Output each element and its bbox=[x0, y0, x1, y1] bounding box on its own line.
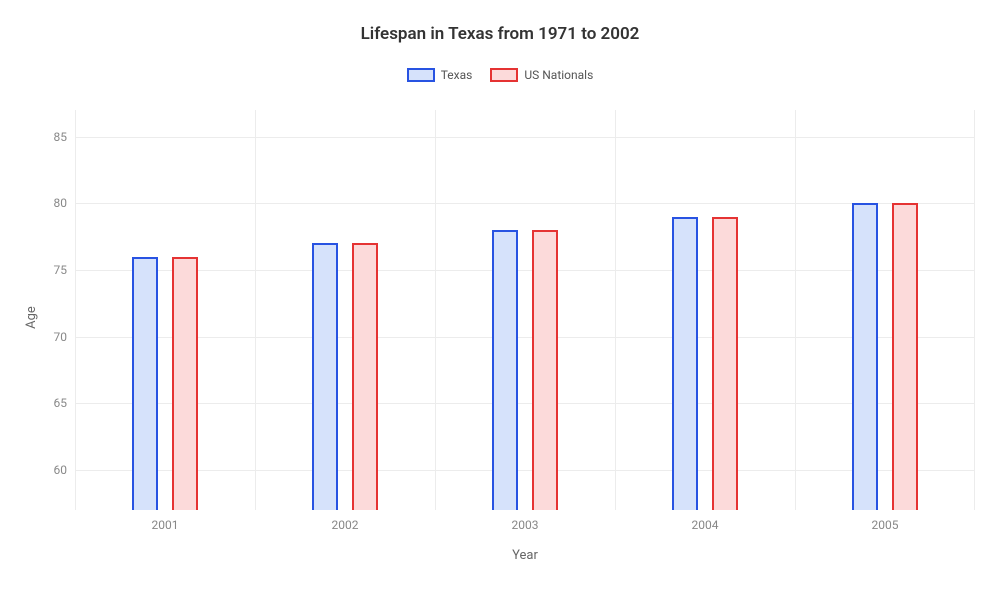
legend: Texas US Nationals bbox=[0, 68, 1000, 82]
y-tick-label: 85 bbox=[54, 130, 68, 144]
legend-label-us: US Nationals bbox=[524, 68, 593, 82]
legend-swatch-texas bbox=[407, 68, 435, 82]
v-gridline bbox=[974, 110, 975, 510]
y-tick-label: 60 bbox=[54, 463, 68, 477]
x-tick-label: 2005 bbox=[872, 518, 899, 532]
y-tick-label: 80 bbox=[54, 196, 68, 210]
v-gridline bbox=[255, 110, 256, 510]
bar bbox=[312, 243, 338, 510]
x-tick-label: 2001 bbox=[152, 518, 179, 532]
h-gridline bbox=[75, 270, 975, 271]
h-gridline bbox=[75, 470, 975, 471]
legend-swatch-us bbox=[490, 68, 518, 82]
x-tick-label: 2003 bbox=[512, 518, 539, 532]
x-tick-label: 2002 bbox=[332, 518, 359, 532]
v-gridline bbox=[435, 110, 436, 510]
chart-title: Lifespan in Texas from 1971 to 2002 bbox=[0, 24, 1000, 44]
legend-item-us: US Nationals bbox=[490, 68, 593, 82]
h-gridline bbox=[75, 403, 975, 404]
bar bbox=[892, 203, 918, 510]
y-tick-label: 70 bbox=[54, 330, 68, 344]
bar bbox=[672, 217, 698, 510]
h-gridline bbox=[75, 203, 975, 204]
x-tick-label: 2004 bbox=[692, 518, 719, 532]
v-gridline bbox=[75, 110, 76, 510]
bar bbox=[852, 203, 878, 510]
h-gridline bbox=[75, 337, 975, 338]
legend-label-texas: Texas bbox=[441, 68, 473, 82]
bar bbox=[492, 230, 518, 510]
bar bbox=[532, 230, 558, 510]
bar bbox=[712, 217, 738, 510]
h-gridline bbox=[75, 137, 975, 138]
v-gridline bbox=[615, 110, 616, 510]
y-axis-label: Age bbox=[24, 306, 39, 329]
legend-item-texas: Texas bbox=[407, 68, 473, 82]
bar bbox=[352, 243, 378, 510]
bar bbox=[132, 257, 158, 510]
v-gridline bbox=[795, 110, 796, 510]
bar bbox=[172, 257, 198, 510]
x-axis-label: Year bbox=[512, 548, 538, 563]
plot-area: 60657075808520012002200320042005 bbox=[75, 110, 975, 510]
y-tick-label: 75 bbox=[54, 263, 68, 277]
y-tick-label: 65 bbox=[54, 396, 68, 410]
